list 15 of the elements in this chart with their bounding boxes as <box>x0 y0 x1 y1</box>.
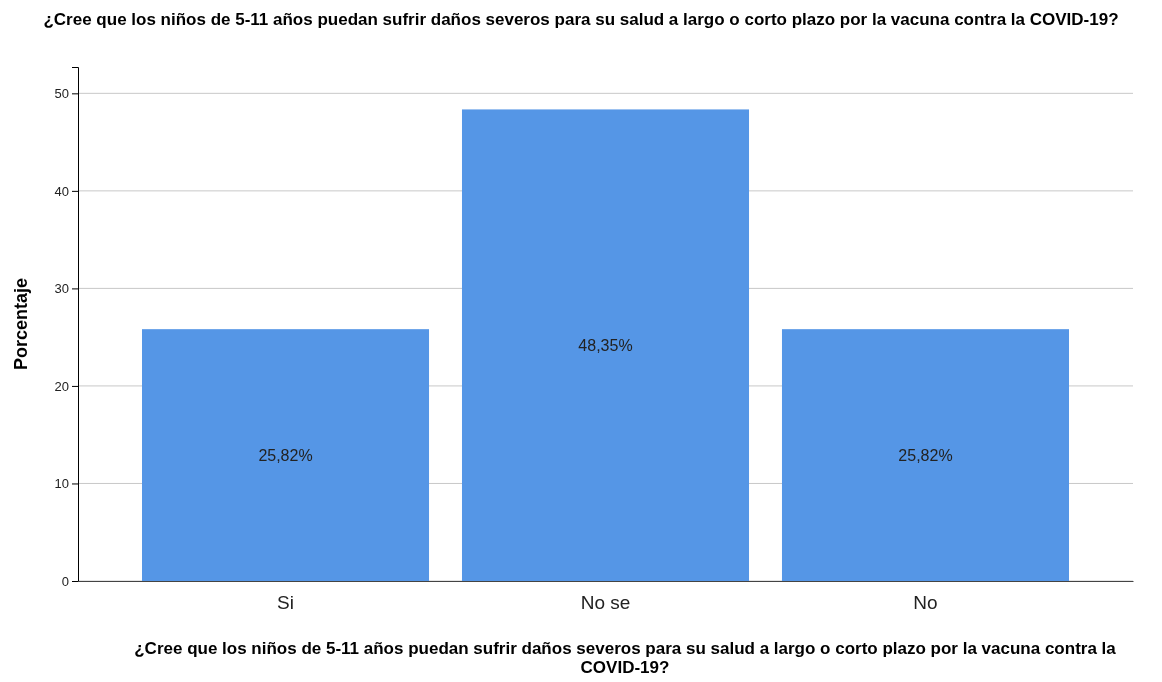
y-tick-label: 50 <box>54 85 69 101</box>
y-tick-label: 40 <box>54 183 69 199</box>
y-tick-label: 10 <box>54 476 69 492</box>
chart-title: ¿Cree que los niños de 5-11 años puedan sufrir daños severos para su salud a largo o corto plazo por la vacuna contra la COVID-19? <box>43 10 1119 29</box>
y-tick-label: 0 <box>61 573 69 589</box>
data-label: 25,82% <box>898 446 953 464</box>
x-tick-label: Si <box>277 591 294 613</box>
y-tick-label: 30 <box>54 281 69 297</box>
x-axis-title: ¿Cree que los niños de 5-11 años puedan sufrir daños severos para su salud a largo o corto plazo por la vacuna contra la COVID-19? <box>134 639 1117 677</box>
x-tick-label: No se <box>580 591 631 613</box>
y-tick-label: 20 <box>54 378 69 394</box>
y-axis-title: Porcentaje <box>11 277 31 371</box>
x-tick-label: No <box>913 591 938 613</box>
data-label: 48,35% <box>578 336 633 354</box>
data-label: 25,82% <box>258 446 313 464</box>
